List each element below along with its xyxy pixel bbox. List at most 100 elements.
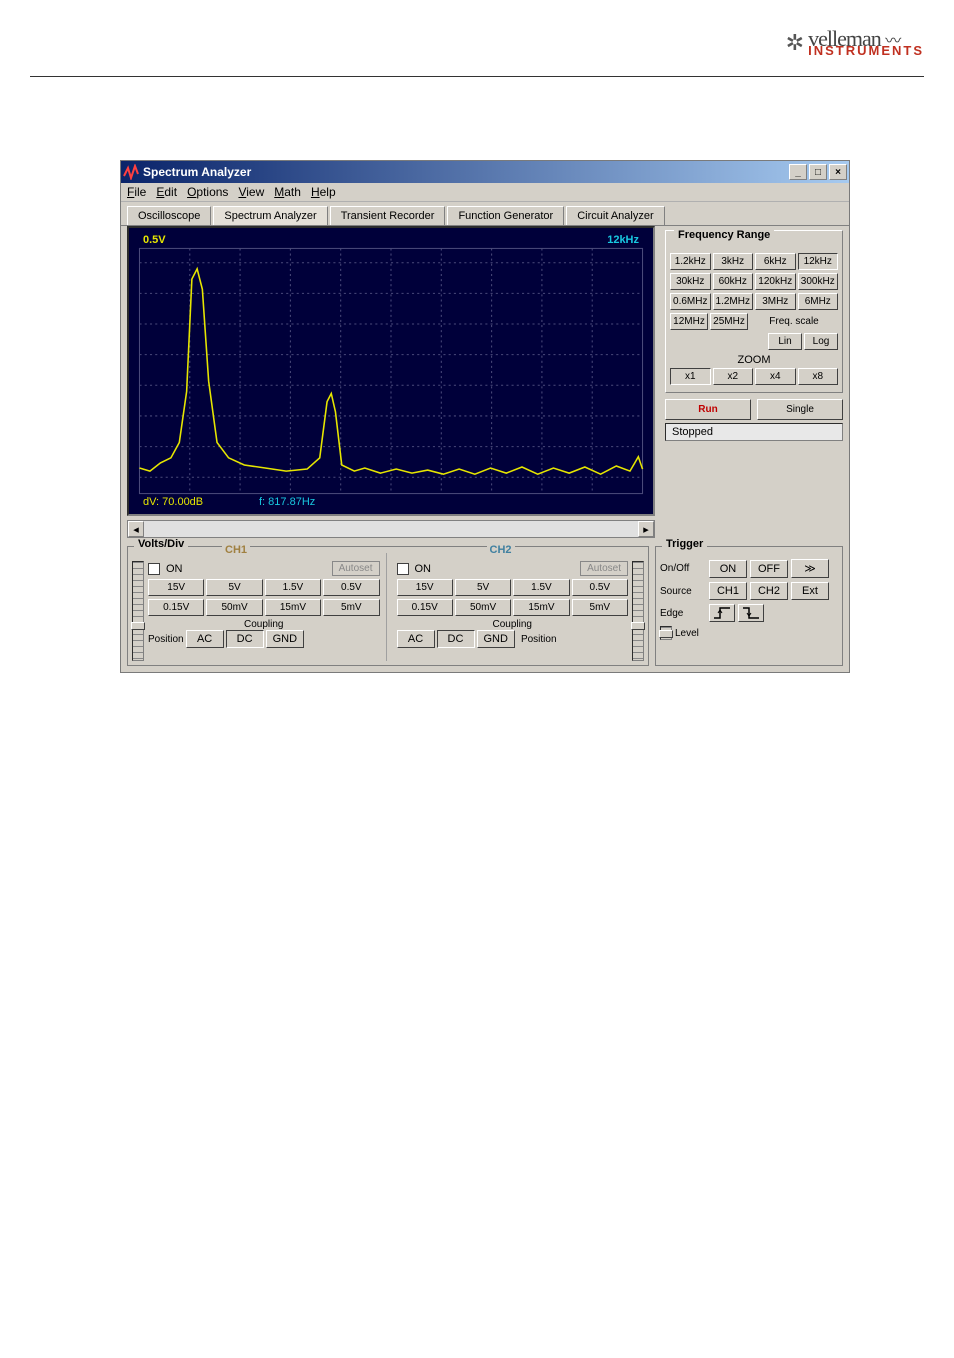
ch1-15v[interactable]: 15V bbox=[148, 579, 204, 596]
app-window: Spectrum Analyzer _ □ × File Edit Option… bbox=[120, 160, 850, 673]
volts-title: Volts/Div bbox=[134, 538, 188, 550]
ch2-on-label: ON bbox=[415, 563, 432, 575]
trigger-on[interactable]: ON bbox=[709, 560, 747, 578]
hscrollbar[interactable]: ◂ ▸ bbox=[127, 520, 655, 538]
ch1-5v[interactable]: 5V bbox=[206, 579, 262, 596]
zoom-label: ZOOM bbox=[670, 354, 838, 366]
menu-edit[interactable]: Edit bbox=[156, 185, 177, 199]
zoom-x2[interactable]: x2 bbox=[713, 368, 754, 385]
ch1-label: CH1 bbox=[222, 544, 250, 556]
ch1-on-checkbox[interactable] bbox=[148, 563, 160, 575]
zoom-x8[interactable]: x8 bbox=[798, 368, 839, 385]
tab-oscilloscope[interactable]: Oscilloscope bbox=[127, 206, 211, 225]
ch2-50mv[interactable]: 50mV bbox=[455, 599, 511, 616]
ch1-autoset-button[interactable]: Autoset bbox=[332, 561, 380, 576]
trigger-panel: Trigger On/Off ON OFF ≫ Source CH1 CH2 E… bbox=[655, 546, 843, 666]
maximize-button[interactable]: □ bbox=[809, 164, 827, 180]
scope-freq: f: 817.87Hz bbox=[259, 496, 315, 508]
trigger-off[interactable]: OFF bbox=[750, 560, 788, 578]
run-button[interactable]: Run bbox=[665, 399, 751, 420]
trigger-src-ch2[interactable]: CH2 bbox=[750, 582, 788, 600]
tab-transient-recorder[interactable]: Transient Recorder bbox=[330, 206, 446, 225]
freq-range-title: Frequency Range bbox=[674, 229, 774, 241]
trigger-source-label: Source bbox=[660, 586, 706, 597]
ch2-autoset-button[interactable]: Autoset bbox=[580, 561, 628, 576]
ch2-dc[interactable]: DC bbox=[437, 630, 475, 648]
ch1-0.15v[interactable]: 0.15V bbox=[148, 599, 204, 616]
trigger-src-ext[interactable]: Ext bbox=[791, 582, 829, 600]
freq-12mhz[interactable]: 12MHz bbox=[670, 313, 708, 330]
trigger-title: Trigger bbox=[662, 538, 707, 550]
ch1-50mv[interactable]: 50mV bbox=[206, 599, 262, 616]
freq-range-group: Frequency Range 1.2kHz 3kHz 6kHz 12kHz 3… bbox=[665, 230, 843, 393]
trigger-src-ch1[interactable]: CH1 bbox=[709, 582, 747, 600]
tab-spectrum-analyzer[interactable]: Spectrum Analyzer bbox=[213, 206, 327, 225]
scope-display: 0.5V 12kHz dV: 70.00dB f: 817.87Hz bbox=[127, 226, 655, 516]
trigger-auto-button[interactable]: ≫ bbox=[791, 559, 829, 578]
ch1-ac[interactable]: AC bbox=[186, 630, 224, 648]
ch1-position-label: Position bbox=[148, 634, 184, 645]
edge-rising-button[interactable] bbox=[709, 604, 735, 622]
brand-sub: INSTRUMENTS bbox=[808, 44, 924, 57]
zoom-x1[interactable]: x1 bbox=[670, 368, 711, 385]
freq-1.2khz[interactable]: 1.2kHz bbox=[670, 253, 711, 270]
ch2-coupling-title: Coupling bbox=[397, 619, 629, 630]
ch2-1.5v[interactable]: 1.5V bbox=[513, 579, 569, 596]
ch1-0.5v[interactable]: 0.5V bbox=[323, 579, 379, 596]
scroll-left-button[interactable]: ◂ bbox=[128, 521, 144, 537]
freq-3mhz[interactable]: 3MHz bbox=[755, 293, 796, 310]
ch2-5mv[interactable]: 5mV bbox=[572, 599, 628, 616]
scroll-right-button[interactable]: ▸ bbox=[638, 521, 654, 537]
ch1-15mv[interactable]: 15mV bbox=[265, 599, 321, 616]
freq-scale-label: Freq. scale bbox=[750, 316, 838, 327]
freq-30khz[interactable]: 30kHz bbox=[670, 273, 711, 290]
menu-options[interactable]: Options bbox=[187, 185, 228, 199]
volts-div-panel: Volts/Div CH1 ON Autoset bbox=[127, 546, 649, 666]
ch2-on-checkbox[interactable] bbox=[397, 563, 409, 575]
scale-lin[interactable]: Lin bbox=[768, 333, 802, 350]
trigger-level-slider[interactable] bbox=[660, 626, 672, 640]
ch2-0.15v[interactable]: 0.15V bbox=[397, 599, 453, 616]
ch2-position-label: Position bbox=[521, 634, 557, 645]
freq-6mhz[interactable]: 6MHz bbox=[798, 293, 839, 310]
ch1-coupling-title: Coupling bbox=[148, 619, 380, 630]
zoom-x4[interactable]: x4 bbox=[755, 368, 796, 385]
ch2-ac[interactable]: AC bbox=[397, 630, 435, 648]
ch1-5mv[interactable]: 5mV bbox=[323, 599, 379, 616]
ch2-15mv[interactable]: 15mV bbox=[513, 599, 569, 616]
tab-function-generator[interactable]: Function Generator bbox=[447, 206, 564, 225]
ch1-gnd[interactable]: GND bbox=[266, 630, 304, 648]
freq-300khz[interactable]: 300kHz bbox=[798, 273, 839, 290]
scope-freqlabel: 12kHz bbox=[607, 234, 639, 246]
scope-voltlabel: 0.5V bbox=[143, 234, 166, 246]
menu-view[interactable]: View bbox=[238, 185, 264, 199]
menu-file[interactable]: File bbox=[127, 185, 146, 199]
ch2-5v[interactable]: 5V bbox=[455, 579, 511, 596]
close-button[interactable]: × bbox=[829, 164, 847, 180]
ch2-gnd[interactable]: GND bbox=[477, 630, 515, 648]
freq-0.6mhz[interactable]: 0.6MHz bbox=[670, 293, 711, 310]
scale-log[interactable]: Log bbox=[804, 333, 838, 350]
ch1-on-label: ON bbox=[166, 563, 183, 575]
freq-6khz[interactable]: 6kHz bbox=[755, 253, 796, 270]
freq-1.2mhz[interactable]: 1.2MHz bbox=[713, 293, 754, 310]
trigger-level-label: Level bbox=[675, 628, 721, 639]
freq-60khz[interactable]: 60kHz bbox=[713, 273, 754, 290]
freq-3khz[interactable]: 3kHz bbox=[713, 253, 754, 270]
menu-math[interactable]: Math bbox=[274, 185, 301, 199]
ch1-position-slider[interactable] bbox=[132, 561, 144, 661]
freq-25mhz[interactable]: 25MHz bbox=[710, 313, 748, 330]
tab-circuit-analyzer[interactable]: Circuit Analyzer bbox=[566, 206, 664, 225]
freq-120khz[interactable]: 120kHz bbox=[755, 273, 796, 290]
ch1-1.5v[interactable]: 1.5V bbox=[265, 579, 321, 596]
ch2-position-slider[interactable] bbox=[632, 561, 644, 661]
ch2-0.5v[interactable]: 0.5V bbox=[572, 579, 628, 596]
single-button[interactable]: Single bbox=[757, 399, 843, 420]
edge-falling-button[interactable] bbox=[738, 604, 764, 622]
minimize-button[interactable]: _ bbox=[789, 164, 807, 180]
window-title: Spectrum Analyzer bbox=[143, 165, 787, 179]
freq-12khz[interactable]: 12kHz bbox=[798, 253, 839, 270]
menu-help[interactable]: Help bbox=[311, 185, 336, 199]
ch2-15v[interactable]: 15V bbox=[397, 579, 453, 596]
ch1-dc[interactable]: DC bbox=[226, 630, 264, 648]
